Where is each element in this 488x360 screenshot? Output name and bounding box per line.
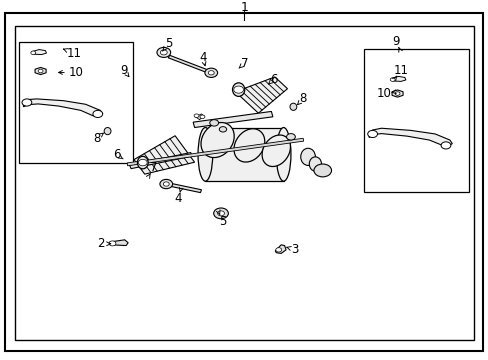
Polygon shape — [23, 99, 102, 117]
Circle shape — [160, 50, 167, 55]
Circle shape — [208, 71, 214, 75]
Bar — [364, 49, 468, 192]
Bar — [15, 26, 473, 340]
Circle shape — [93, 111, 102, 117]
Polygon shape — [193, 112, 272, 127]
Text: 1: 1 — [240, 1, 248, 14]
Circle shape — [440, 142, 450, 149]
Text: 11: 11 — [67, 47, 81, 60]
Polygon shape — [168, 55, 211, 74]
Ellipse shape — [289, 103, 296, 111]
Polygon shape — [275, 245, 285, 253]
Circle shape — [389, 78, 394, 81]
Circle shape — [313, 164, 331, 177]
Bar — [19, 42, 133, 163]
Text: 8: 8 — [299, 93, 306, 105]
Circle shape — [38, 69, 43, 73]
Text: 10: 10 — [376, 87, 390, 100]
Circle shape — [138, 159, 147, 166]
Circle shape — [213, 208, 228, 219]
Polygon shape — [391, 90, 402, 97]
Text: 8: 8 — [93, 132, 101, 145]
Ellipse shape — [286, 134, 295, 140]
Ellipse shape — [300, 148, 315, 166]
Text: 4: 4 — [199, 51, 206, 64]
Circle shape — [157, 48, 170, 58]
Ellipse shape — [234, 129, 264, 162]
Ellipse shape — [308, 157, 321, 171]
Text: 6: 6 — [269, 73, 277, 86]
Ellipse shape — [209, 120, 218, 126]
Circle shape — [275, 248, 281, 252]
Ellipse shape — [201, 122, 234, 158]
Text: 2: 2 — [97, 237, 105, 250]
Text: 11: 11 — [393, 64, 407, 77]
Ellipse shape — [198, 127, 212, 181]
Circle shape — [204, 68, 217, 77]
Text: 3: 3 — [291, 243, 299, 256]
Polygon shape — [35, 67, 46, 75]
Circle shape — [31, 51, 36, 55]
Circle shape — [233, 86, 243, 93]
Circle shape — [367, 130, 377, 138]
Ellipse shape — [104, 127, 111, 135]
Text: 5: 5 — [164, 37, 172, 50]
Text: 7: 7 — [150, 161, 158, 175]
Polygon shape — [166, 183, 201, 193]
Text: 9: 9 — [120, 64, 127, 77]
Polygon shape — [205, 127, 283, 181]
Text: 4: 4 — [174, 192, 182, 205]
Polygon shape — [235, 77, 287, 113]
Text: 6: 6 — [112, 148, 120, 161]
Ellipse shape — [276, 127, 290, 181]
Circle shape — [160, 179, 172, 189]
Polygon shape — [110, 240, 128, 246]
Ellipse shape — [262, 135, 290, 167]
Ellipse shape — [137, 156, 148, 169]
Text: 7: 7 — [240, 57, 248, 69]
Circle shape — [394, 92, 399, 95]
Ellipse shape — [219, 127, 226, 132]
Polygon shape — [195, 114, 203, 120]
Circle shape — [217, 211, 224, 216]
Polygon shape — [134, 136, 194, 174]
Text: 5: 5 — [218, 215, 226, 228]
Polygon shape — [368, 128, 451, 147]
Circle shape — [22, 99, 32, 106]
Circle shape — [194, 114, 199, 117]
Circle shape — [200, 115, 204, 118]
Text: 10: 10 — [68, 66, 83, 79]
Circle shape — [163, 182, 169, 186]
Polygon shape — [127, 138, 303, 166]
Ellipse shape — [232, 83, 244, 96]
Polygon shape — [129, 153, 192, 168]
Polygon shape — [32, 50, 46, 55]
Circle shape — [109, 241, 116, 246]
Text: 9: 9 — [391, 35, 399, 48]
Polygon shape — [390, 76, 405, 81]
